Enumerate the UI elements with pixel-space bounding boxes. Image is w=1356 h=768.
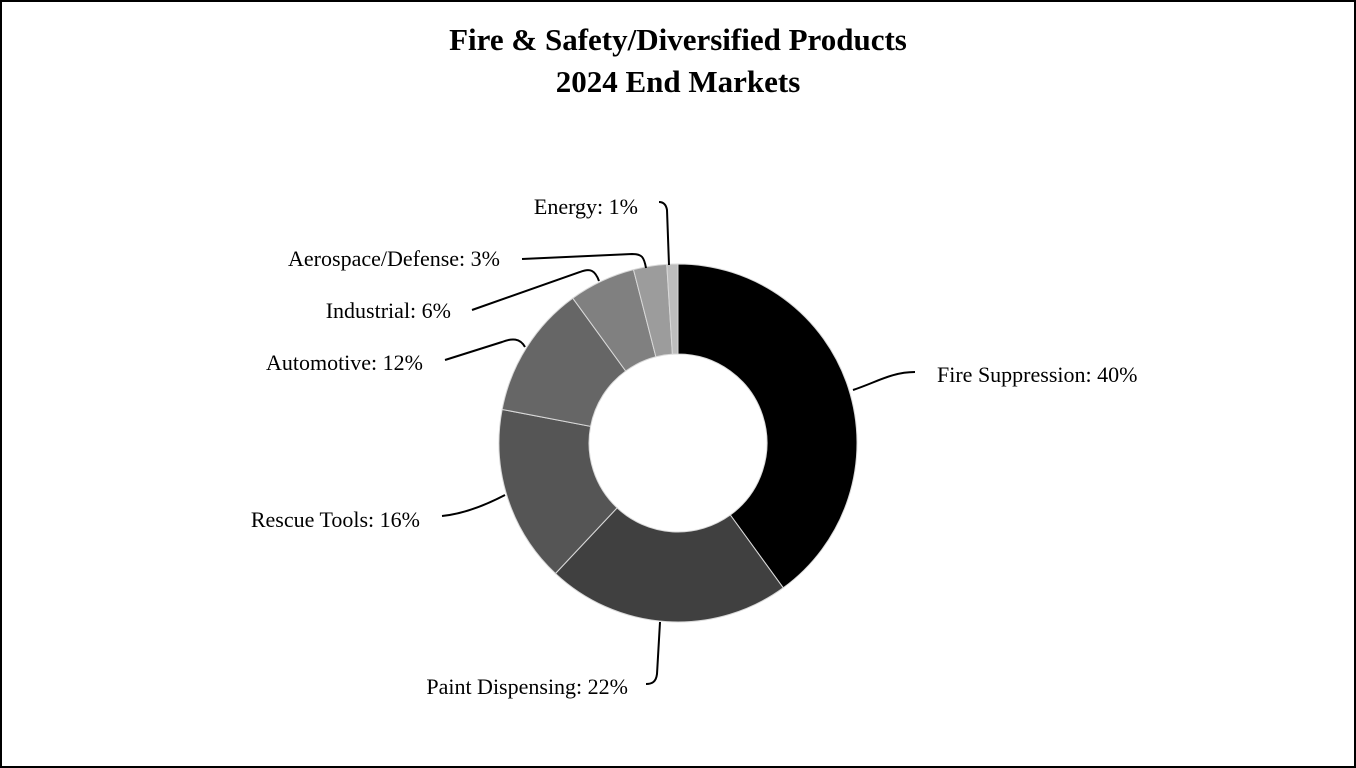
slice-fire-suppression bbox=[677, 263, 858, 589]
slice-energy bbox=[666, 263, 679, 355]
leader-line-industrial bbox=[471, 269, 600, 311]
label-rescue-tools: Rescue Tools: 16% bbox=[251, 507, 420, 532]
chart-subtitle: 2024 End Markets bbox=[556, 64, 801, 99]
leader-line-paint-dispensing bbox=[645, 621, 661, 685]
leader-line-rescue-tools bbox=[441, 494, 506, 517]
slice-paint-dispensing bbox=[554, 507, 784, 623]
slice-rescue-tools bbox=[498, 408, 618, 575]
leader-line-energy bbox=[658, 201, 670, 266]
chart-title: Fire & Safety/Diversified Products bbox=[449, 22, 907, 57]
leader-line-aerospace-defense bbox=[521, 252, 647, 269]
label-aerospace-defense: Aerospace/Defense: 3% bbox=[288, 246, 500, 271]
label-industrial: Industrial: 6% bbox=[326, 298, 451, 323]
label-fire-suppression: Fire Suppression: 40% bbox=[937, 362, 1137, 387]
leader-line-automotive bbox=[444, 338, 526, 361]
label-paint-dispensing: Paint Dispensing: 22% bbox=[426, 674, 628, 699]
leader-line-fire-suppression bbox=[852, 371, 916, 391]
label-energy: Energy: 1% bbox=[534, 194, 638, 219]
label-automotive: Automotive: 12% bbox=[266, 350, 423, 375]
